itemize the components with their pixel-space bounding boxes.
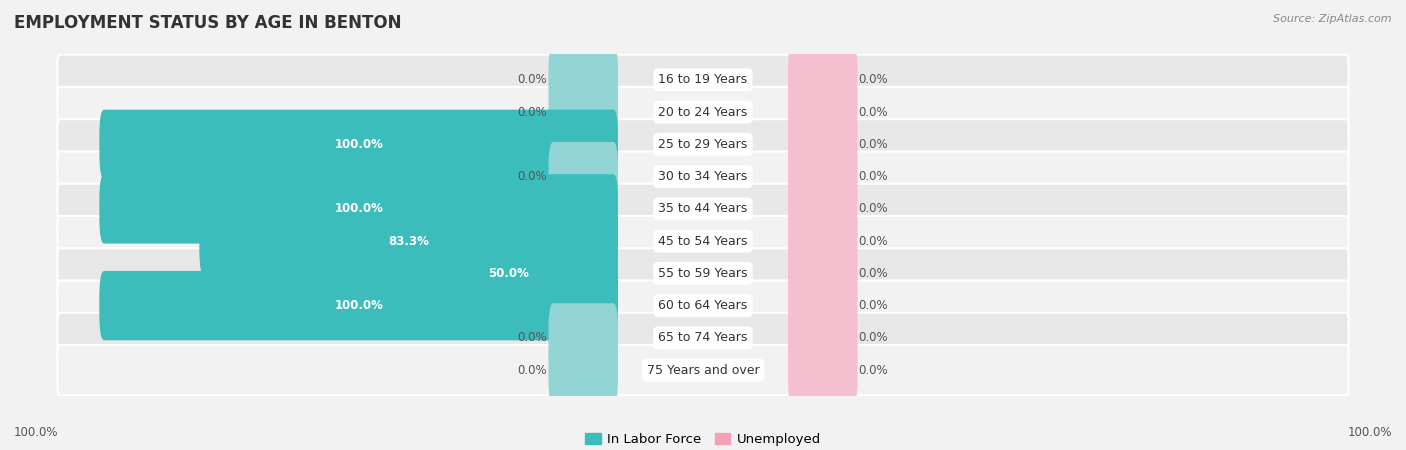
FancyBboxPatch shape [548, 77, 619, 147]
Text: 0.0%: 0.0% [859, 138, 889, 151]
Text: 35 to 44 Years: 35 to 44 Years [658, 202, 748, 216]
Text: 0.0%: 0.0% [859, 364, 889, 377]
Legend: In Labor Force, Unemployed: In Labor Force, Unemployed [579, 428, 827, 450]
FancyBboxPatch shape [787, 336, 858, 405]
Text: 55 to 59 Years: 55 to 59 Years [658, 267, 748, 280]
Text: 20 to 24 Years: 20 to 24 Years [658, 106, 748, 119]
Text: 100.0%: 100.0% [14, 426, 59, 438]
FancyBboxPatch shape [548, 142, 619, 212]
FancyBboxPatch shape [58, 248, 1348, 298]
FancyBboxPatch shape [787, 207, 858, 276]
Text: 0.0%: 0.0% [859, 106, 889, 119]
Text: 0.0%: 0.0% [859, 234, 889, 248]
FancyBboxPatch shape [58, 280, 1348, 331]
FancyBboxPatch shape [58, 54, 1348, 105]
Text: 0.0%: 0.0% [517, 331, 547, 344]
FancyBboxPatch shape [787, 45, 858, 114]
FancyBboxPatch shape [787, 303, 858, 373]
Text: 100.0%: 100.0% [335, 202, 382, 216]
FancyBboxPatch shape [787, 110, 858, 179]
FancyBboxPatch shape [399, 238, 619, 308]
FancyBboxPatch shape [200, 207, 619, 276]
Text: 0.0%: 0.0% [859, 202, 889, 216]
Text: 16 to 19 Years: 16 to 19 Years [658, 73, 748, 86]
Text: 83.3%: 83.3% [388, 234, 429, 248]
Text: 50.0%: 50.0% [488, 267, 529, 280]
Text: 100.0%: 100.0% [1347, 426, 1392, 438]
FancyBboxPatch shape [58, 152, 1348, 202]
FancyBboxPatch shape [548, 45, 619, 114]
Text: 0.0%: 0.0% [517, 364, 547, 377]
Text: 25 to 29 Years: 25 to 29 Years [658, 138, 748, 151]
FancyBboxPatch shape [58, 313, 1348, 363]
Text: 30 to 34 Years: 30 to 34 Years [658, 170, 748, 183]
Text: 0.0%: 0.0% [517, 170, 547, 183]
FancyBboxPatch shape [787, 142, 858, 212]
FancyBboxPatch shape [787, 174, 858, 243]
Text: 0.0%: 0.0% [859, 331, 889, 344]
Text: 65 to 74 Years: 65 to 74 Years [658, 331, 748, 344]
Text: 0.0%: 0.0% [859, 170, 889, 183]
FancyBboxPatch shape [100, 271, 619, 340]
FancyBboxPatch shape [100, 110, 619, 179]
Text: 0.0%: 0.0% [517, 73, 547, 86]
Text: 0.0%: 0.0% [859, 299, 889, 312]
Text: 45 to 54 Years: 45 to 54 Years [658, 234, 748, 248]
FancyBboxPatch shape [58, 216, 1348, 266]
FancyBboxPatch shape [58, 345, 1348, 396]
Text: 100.0%: 100.0% [335, 138, 382, 151]
FancyBboxPatch shape [58, 184, 1348, 234]
FancyBboxPatch shape [787, 238, 858, 308]
FancyBboxPatch shape [787, 77, 858, 147]
FancyBboxPatch shape [548, 303, 619, 373]
Text: EMPLOYMENT STATUS BY AGE IN BENTON: EMPLOYMENT STATUS BY AGE IN BENTON [14, 14, 402, 32]
FancyBboxPatch shape [58, 87, 1348, 137]
FancyBboxPatch shape [100, 174, 619, 243]
Text: 60 to 64 Years: 60 to 64 Years [658, 299, 748, 312]
FancyBboxPatch shape [548, 336, 619, 405]
Text: 0.0%: 0.0% [517, 106, 547, 119]
FancyBboxPatch shape [787, 271, 858, 340]
Text: 0.0%: 0.0% [859, 267, 889, 280]
Text: Source: ZipAtlas.com: Source: ZipAtlas.com [1274, 14, 1392, 23]
FancyBboxPatch shape [58, 119, 1348, 170]
Text: 0.0%: 0.0% [859, 73, 889, 86]
Text: 75 Years and over: 75 Years and over [647, 364, 759, 377]
Text: 100.0%: 100.0% [335, 299, 382, 312]
